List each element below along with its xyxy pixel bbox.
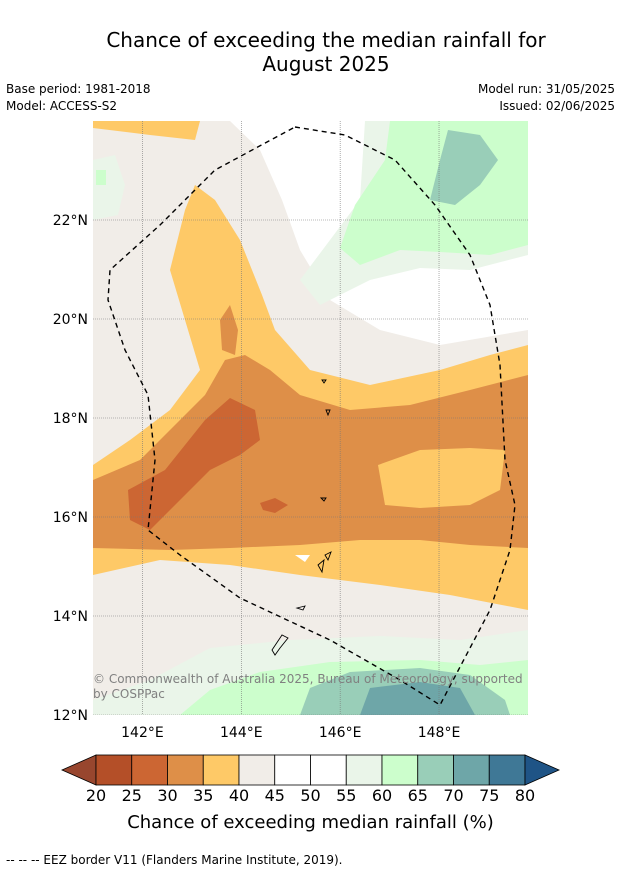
meta-right: Model run: 31/05/2025 Issued: 02/06/2025 (478, 81, 615, 115)
x-axis-ticks: 142°E 144°E 146°E 148°E (121, 725, 460, 741)
region-25-30 (128, 398, 260, 530)
island-pagan (325, 409, 331, 417)
y-tick-label: 12°N (53, 708, 88, 724)
colorbar-tick-label: 35 (193, 786, 214, 805)
colorbar-segment (238, 754, 276, 786)
colorbar (61, 754, 560, 786)
colorbar-segment (381, 754, 419, 786)
region-60-65-nw (96, 170, 106, 185)
colorbar-tick-label: 30 (157, 786, 178, 805)
y-tick-label: 18°N (53, 411, 88, 427)
region-45-50-pocket (295, 555, 310, 562)
island-guam (271, 634, 289, 656)
y-tick-label: 14°N (53, 609, 88, 625)
colorbar-tick-label: 75 (479, 786, 500, 805)
y-axis-ticks: 12°N 14°N 16°N 18°N 20°N 22°N (53, 213, 88, 724)
x-tick-label: 142°E (121, 725, 164, 741)
colorbar-under-extension (61, 754, 97, 786)
colorbar-tick-label: 60 (371, 786, 393, 805)
model-run: Model run: 31/05/2025 (477, 82, 615, 96)
copyright-notice: © Commonwealth of Australia 2025, Bureau… (93, 672, 523, 701)
colorbar-segment (274, 754, 311, 786)
colorbar-segment (345, 754, 383, 786)
colorbar-over-extension (524, 754, 560, 786)
y-tick-label: 16°N (53, 510, 88, 526)
colorbar-segment (488, 754, 526, 786)
island-tinian (317, 558, 325, 574)
issued-date: Issued: 02/06/2025 (499, 99, 615, 113)
gridlines (93, 121, 528, 715)
island-saipan (324, 551, 332, 562)
y-tick-label: 20°N (53, 312, 88, 328)
title-line-1: Chance of exceeding the median rainfall … (106, 28, 546, 52)
colorbar-tick-label: 50 (300, 786, 321, 805)
region-35-40-pocket (378, 448, 505, 508)
x-tick-label: 144°E (220, 725, 263, 741)
eez-footnote: -- -- -- EEZ border V11 (Flanders Marine… (6, 853, 343, 867)
chart-title: Chance of exceeding the median rainfall … (0, 28, 621, 76)
colorbar-segment (95, 754, 133, 786)
meta-left: Base period: 1981-2018 Model: ACCESS-S2 (6, 81, 151, 115)
colorbar-tick-label: 80 (514, 786, 536, 805)
colorbar-tick-label: 70 (443, 786, 464, 805)
region-30-35-ridge (220, 305, 238, 355)
colorbar-tick-label: 40 (228, 786, 250, 805)
title-line-2: August 2025 (262, 52, 390, 76)
colorbar-segment (131, 754, 168, 786)
map-field (93, 121, 528, 715)
colorbar-segment (310, 754, 347, 786)
colorbar-segment (417, 754, 454, 786)
model-name: Model: ACCESS-S2 (6, 99, 118, 113)
y-tick-label: 22°N (53, 213, 88, 229)
x-tick-label: 148°E (418, 725, 461, 741)
island-anatahan (319, 497, 327, 502)
base-period: Base period: 1981-2018 (6, 82, 151, 96)
region-25-30-spot (260, 498, 288, 513)
islands (271, 379, 332, 656)
region-35-40-nw (93, 121, 200, 140)
island-rota (295, 605, 306, 611)
colorbar-tick-label: 45 (264, 786, 285, 805)
colorbar-tick-label: 55 (336, 786, 357, 805)
colorbar-tick-label: 65 (407, 786, 428, 805)
region-70-75-south (360, 682, 475, 715)
region-65-70-north (430, 130, 498, 205)
eez-border (107, 126, 516, 706)
island-asuncion (321, 379, 327, 384)
x-tick-label: 146°E (319, 725, 362, 741)
colorbar-segment (167, 754, 204, 786)
colorbar-segment (202, 754, 240, 786)
colorbar-segment (453, 754, 490, 786)
colorbar-tick-label: 20 (85, 786, 107, 805)
colorbar-label: Chance of exceeding median rainfall (%) (127, 812, 494, 833)
region-45-50-top (93, 121, 200, 190)
colorbar-tick-label: 25 (121, 786, 142, 805)
